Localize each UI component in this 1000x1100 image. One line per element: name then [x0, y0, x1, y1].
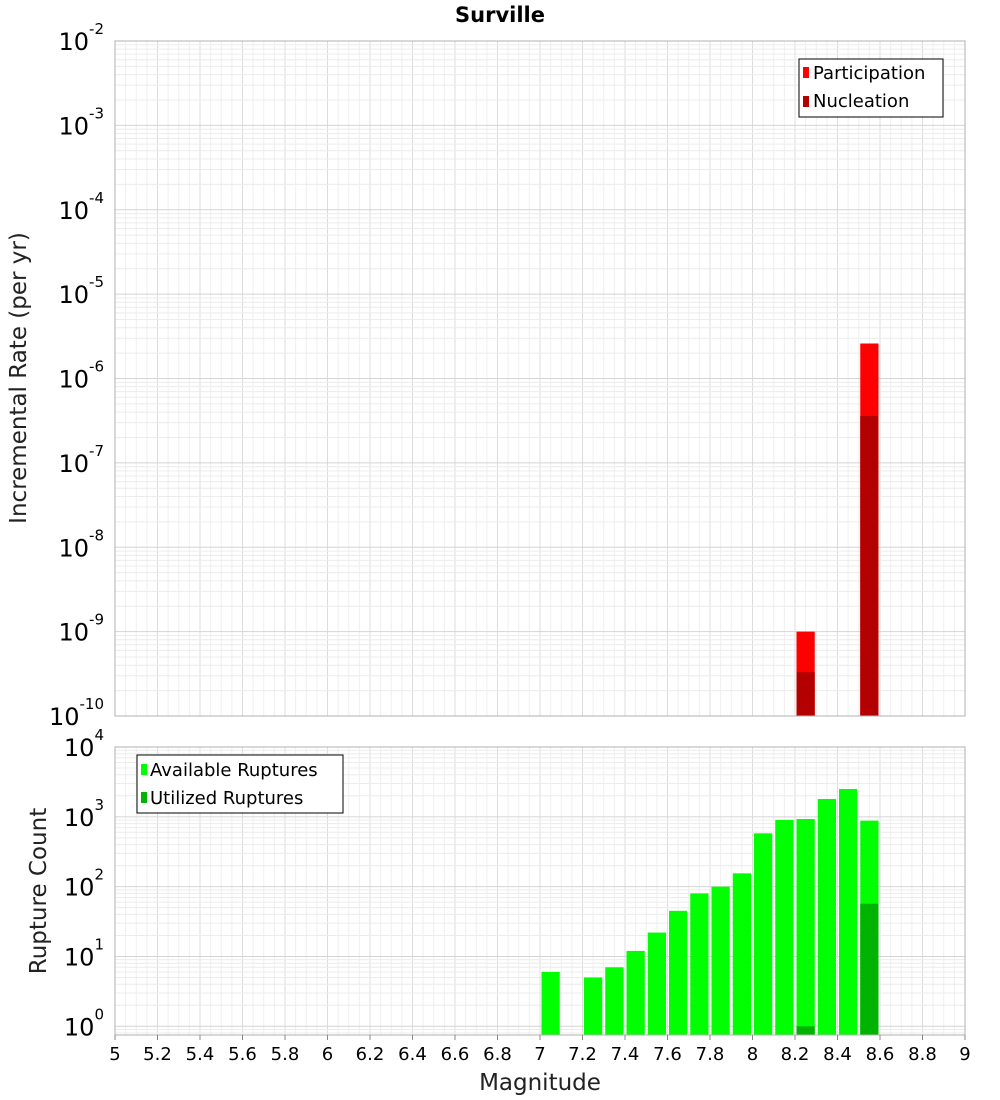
available-ruptures-bar — [584, 977, 603, 1035]
available-ruptures-bar — [839, 789, 858, 1035]
available-ruptures-bar — [626, 950, 645, 1035]
x-tick-label: 7.2 — [568, 1044, 597, 1065]
x-tick-label: 8.4 — [823, 1044, 852, 1065]
x-tick-label: 5.6 — [228, 1044, 257, 1065]
y-tick-label: 10-9 — [58, 611, 104, 647]
x-tick-label: 6.8 — [483, 1044, 512, 1065]
x-tick-label: 6 — [322, 1044, 333, 1065]
available-ruptures-bar — [647, 932, 666, 1035]
available-ruptures-bar — [775, 820, 794, 1035]
x-tick-label: 8.6 — [866, 1044, 895, 1065]
available-ruptures-bar — [669, 910, 688, 1035]
magnitude-tick-labels: 5 5.2 5.4 5.6 5.8 6 6.2 6.4 6.6 6.8 7 7.2 7.4 7.6 7.8 8… — [109, 1035, 971, 1065]
count-y-axis-label: Rupture Count — [26, 808, 52, 974]
count-plot-bars — [541, 789, 879, 1035]
x-tick-label: 5 — [109, 1044, 120, 1065]
y-tick-label: 102 — [64, 866, 104, 902]
available-ruptures-bar — [754, 833, 773, 1035]
count-legend: Available Ruptures Utilized Ruptures — [136, 754, 344, 814]
nucleation-legend-swatch — [803, 96, 809, 107]
rate-plot-bars — [796, 343, 879, 716]
x-tick-label: 6.2 — [356, 1044, 385, 1065]
available-ruptures-bar — [690, 893, 709, 1035]
x-tick-label: 5.8 — [271, 1044, 300, 1065]
x-tick-label: 5.2 — [143, 1044, 172, 1065]
available-ruptures-bar — [711, 886, 730, 1035]
count-legend-box — [136, 754, 344, 814]
rate-y-axis-label: Incremental Rate (per yr) — [6, 232, 32, 524]
x-tick-label: 8.2 — [781, 1044, 810, 1065]
y-tick-label: 10-4 — [58, 189, 104, 225]
available-ruptures-bar — [605, 967, 624, 1035]
x-tick-label: 7.4 — [611, 1044, 640, 1065]
nucleation-bar — [860, 415, 879, 716]
nucleation-legend-label: Nucleation — [813, 91, 909, 112]
y-tick-label: 101 — [64, 935, 104, 971]
y-tick-label: 10-2 — [58, 20, 104, 56]
available-legend-label: Available Ruptures — [150, 760, 318, 781]
y-tick-label: 103 — [64, 796, 104, 832]
y-tick-label: 100 — [64, 1005, 104, 1041]
magnitude-axis-label: Magnitude — [479, 1070, 601, 1096]
nucleation-bar — [796, 672, 815, 716]
chart-title: Surville — [455, 3, 545, 27]
x-tick-label: 6.6 — [441, 1044, 470, 1065]
x-tick-label: 8.8 — [908, 1044, 937, 1065]
x-tick-label: 8 — [747, 1044, 758, 1065]
utilized-legend-swatch — [141, 792, 147, 803]
y-tick-label: 10-6 — [58, 358, 104, 394]
x-tick-label: 6.4 — [398, 1044, 427, 1065]
rate-plot-frame — [114, 40, 966, 717]
available-ruptures-bar — [817, 798, 836, 1035]
available-ruptures-bar — [732, 873, 751, 1035]
utilized-ruptures-bar — [796, 1026, 815, 1035]
utilized-ruptures-bar — [860, 903, 879, 1035]
rate-legend-box — [798, 58, 944, 118]
available-legend-swatch — [141, 764, 147, 775]
count-plot-y-ticks: 100 101 102 103 104 — [64, 726, 104, 1041]
rate-plot-panel: 10-10 10-9 10-8 10-7 10-6 10-5 10-4 10-3 10-2 Pa… — [6, 20, 966, 731]
y-tick-label: 10-10 — [49, 695, 104, 731]
x-tick-label: 7.6 — [653, 1044, 682, 1065]
x-tick-label: 7 — [534, 1044, 545, 1065]
rate-legend: Participation Nucleation — [798, 58, 944, 118]
participation-legend-label: Participation — [813, 63, 925, 84]
rate-plot-y-ticks: 10-10 10-9 10-8 10-7 10-6 10-5 10-4 10-3 10-2 — [49, 20, 104, 731]
count-plot-panel: 100 101 102 103 104 Available Ruptures Utili… — [26, 726, 971, 1096]
y-tick-label: 10-3 — [58, 104, 104, 140]
participation-legend-swatch — [803, 67, 809, 78]
available-ruptures-bar — [796, 819, 815, 1035]
y-tick-label: 104 — [64, 726, 104, 762]
x-tick-label: 9 — [959, 1044, 970, 1065]
y-tick-label: 10-7 — [58, 442, 104, 478]
x-tick-label: 7.8 — [696, 1044, 725, 1065]
rate-plot-grid — [114, 40, 966, 717]
utilized-legend-label: Utilized Ruptures — [150, 788, 303, 809]
x-tick-label: 5.4 — [186, 1044, 215, 1065]
y-tick-label: 10-5 — [58, 273, 104, 309]
y-tick-label: 10-8 — [58, 526, 104, 562]
available-ruptures-bar — [541, 971, 560, 1035]
